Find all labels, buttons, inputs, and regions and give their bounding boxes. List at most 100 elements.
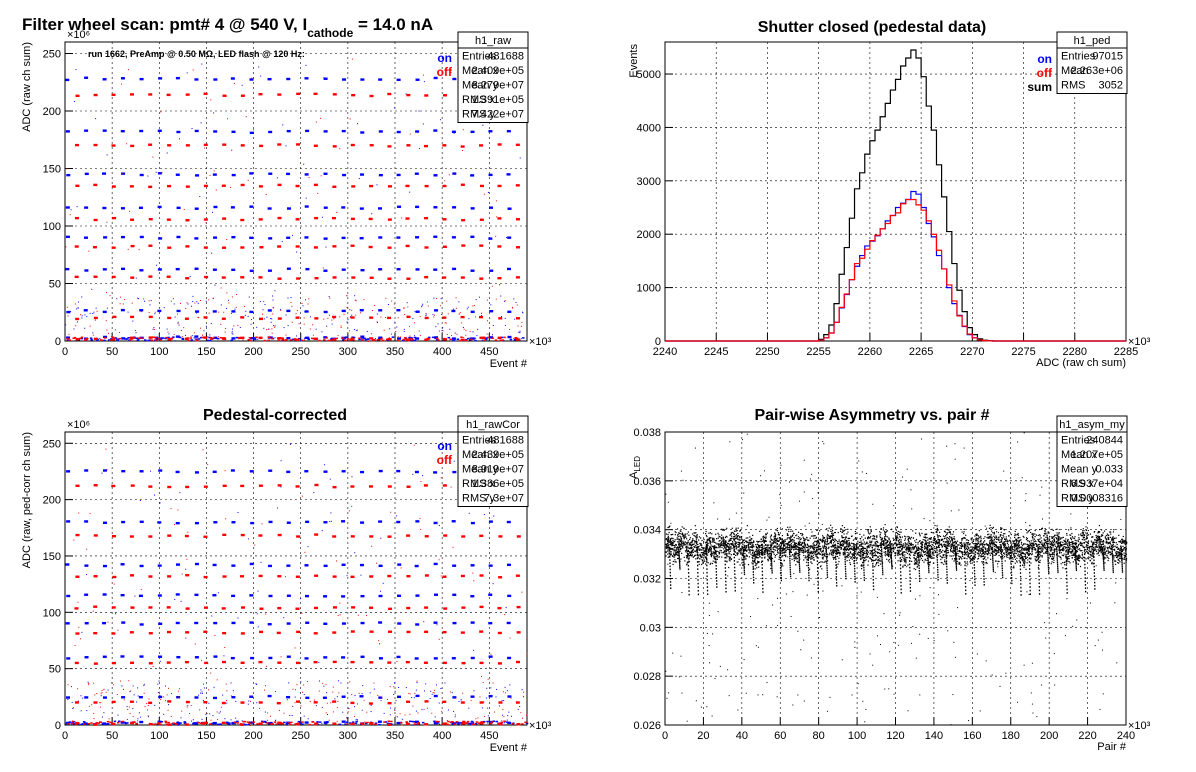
cluster-mark bbox=[295, 575, 300, 578]
point bbox=[836, 548, 838, 550]
point bbox=[936, 525, 938, 527]
point bbox=[784, 548, 787, 550]
point bbox=[230, 682, 232, 684]
point bbox=[942, 556, 944, 558]
point bbox=[408, 692, 410, 694]
point bbox=[105, 691, 107, 693]
point bbox=[137, 687, 139, 689]
point bbox=[822, 538, 824, 540]
point bbox=[778, 547, 780, 550]
point bbox=[199, 722, 203, 725]
point bbox=[477, 328, 479, 330]
cluster-mark bbox=[470, 269, 475, 272]
cluster-mark bbox=[74, 607, 79, 610]
cluster-mark bbox=[515, 184, 520, 187]
cluster-mark bbox=[396, 655, 401, 659]
point bbox=[165, 723, 169, 726]
point bbox=[136, 297, 138, 299]
point bbox=[227, 118, 229, 120]
point bbox=[139, 499, 141, 501]
point bbox=[444, 180, 446, 182]
cluster-mark bbox=[84, 622, 89, 625]
point bbox=[373, 688, 375, 690]
point bbox=[907, 539, 909, 541]
point bbox=[799, 532, 802, 535]
point bbox=[227, 299, 229, 301]
point bbox=[846, 545, 848, 547]
point bbox=[1112, 537, 1114, 540]
point bbox=[790, 543, 793, 545]
point bbox=[967, 547, 969, 549]
cluster-mark bbox=[267, 77, 272, 81]
y-tick-label: 50 bbox=[49, 664, 61, 676]
point bbox=[304, 551, 306, 553]
point bbox=[301, 612, 303, 614]
point bbox=[420, 480, 422, 482]
point bbox=[1051, 553, 1054, 555]
point bbox=[856, 552, 858, 554]
point bbox=[958, 557, 960, 560]
cluster-mark bbox=[84, 656, 89, 659]
point bbox=[349, 339, 352, 341]
point bbox=[1000, 551, 1002, 553]
point bbox=[435, 720, 438, 723]
point bbox=[737, 532, 739, 535]
point bbox=[88, 684, 90, 686]
cluster-mark bbox=[378, 236, 383, 239]
cluster-mark bbox=[148, 485, 153, 488]
cluster-mark bbox=[203, 630, 208, 633]
point bbox=[693, 555, 695, 558]
point bbox=[693, 543, 695, 545]
point bbox=[472, 723, 476, 725]
point bbox=[816, 556, 818, 558]
point bbox=[1042, 542, 1044, 544]
cluster-mark bbox=[222, 575, 227, 578]
point bbox=[1004, 560, 1006, 562]
chart-title: Shutter closed (pedestal data) bbox=[758, 19, 987, 36]
point bbox=[150, 300, 152, 302]
point bbox=[683, 556, 685, 558]
point bbox=[186, 337, 189, 339]
point bbox=[774, 549, 776, 551]
point bbox=[80, 337, 84, 340]
point bbox=[413, 722, 415, 724]
point bbox=[383, 329, 385, 331]
cluster-mark bbox=[286, 564, 291, 567]
point bbox=[73, 539, 75, 541]
point bbox=[100, 339, 103, 341]
point bbox=[97, 722, 100, 724]
cluster-mark bbox=[305, 267, 310, 271]
point bbox=[129, 712, 131, 714]
point bbox=[245, 310, 247, 312]
point bbox=[353, 715, 355, 717]
point bbox=[318, 680, 320, 682]
cluster-mark bbox=[369, 94, 374, 98]
cluster-mark bbox=[424, 184, 429, 188]
panel-asymmetry: 0 20 40 60 80 100 120 140 160 180 200 220 2400.0260.… bbox=[628, 407, 1151, 753]
point bbox=[884, 523, 886, 526]
cluster-mark bbox=[221, 317, 226, 320]
point bbox=[242, 720, 245, 723]
cluster-mark bbox=[175, 593, 180, 596]
point bbox=[1083, 556, 1085, 559]
point bbox=[526, 714, 528, 716]
point bbox=[1069, 544, 1071, 546]
point bbox=[475, 721, 479, 723]
point bbox=[860, 554, 862, 557]
point bbox=[792, 534, 794, 536]
x-tick-label: 200 bbox=[1040, 730, 1058, 742]
point bbox=[770, 535, 772, 537]
point bbox=[469, 330, 471, 332]
point bbox=[351, 58, 353, 60]
cluster-mark bbox=[277, 533, 282, 537]
point bbox=[895, 552, 897, 554]
stats-label: Entries bbox=[462, 435, 497, 447]
point bbox=[844, 552, 846, 555]
point bbox=[340, 682, 342, 684]
point bbox=[1067, 556, 1070, 558]
point bbox=[1068, 560, 1070, 563]
point bbox=[755, 555, 757, 557]
point bbox=[709, 553, 712, 556]
cluster-mark bbox=[83, 309, 88, 312]
point bbox=[180, 600, 182, 602]
